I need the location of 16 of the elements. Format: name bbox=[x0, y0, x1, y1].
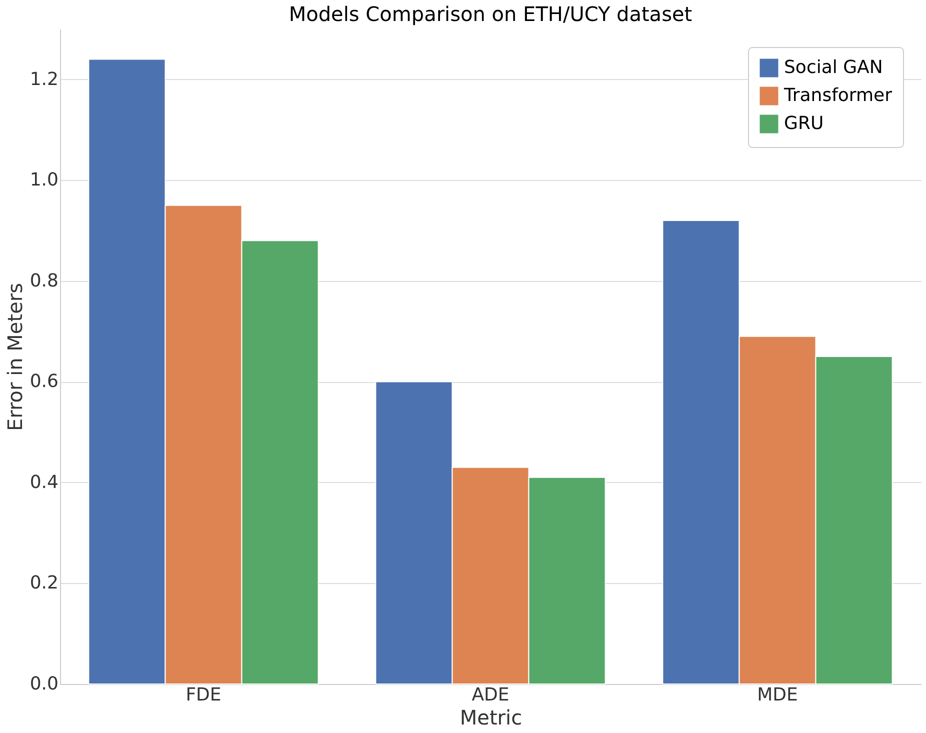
x-tick-label: ADE bbox=[472, 684, 510, 706]
y-axis-title: Error in Meters bbox=[2, 282, 27, 432]
legend-label: Transformer bbox=[783, 85, 893, 106]
y-tick-label: 1.2 bbox=[30, 68, 58, 90]
y-tick-label: 0.4 bbox=[30, 472, 58, 493]
x-axis-title: Metric bbox=[460, 706, 522, 730]
x-tick-label: FDE bbox=[186, 684, 222, 706]
x-tick-label: MDE bbox=[757, 684, 798, 706]
y-tick-label: 0.6 bbox=[30, 371, 58, 392]
legend-label: GRU bbox=[784, 113, 824, 134]
y-tick-label: 0.2 bbox=[30, 572, 58, 594]
y-tick-label: 0.0 bbox=[30, 674, 58, 694]
legend-label: Social GAN bbox=[784, 57, 883, 78]
y-tick-label: 0.8 bbox=[30, 270, 58, 292]
y-tick-label: 1.0 bbox=[30, 170, 58, 191]
chart-title: Models Comparison on ETH/UCY dataset bbox=[288, 2, 692, 26]
